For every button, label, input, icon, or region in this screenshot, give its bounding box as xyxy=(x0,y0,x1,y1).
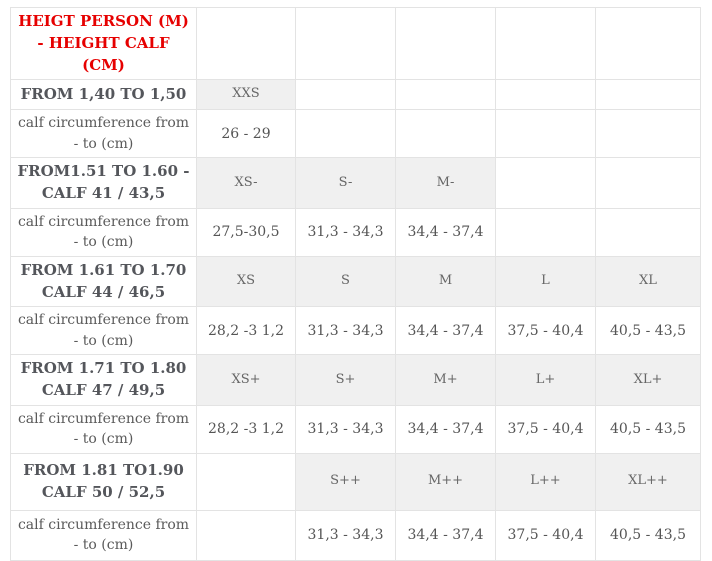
section-size-row: FROM1.51 TO 1.60 - CALF 41 / 43,5 XS- S-… xyxy=(10,157,701,209)
section-size-row: FROM 1,40 TO 1,50 XXS xyxy=(10,79,701,111)
value-cell xyxy=(595,109,701,159)
size-cell: S- xyxy=(295,157,396,209)
section-size-row: FROM 1.81 TO1.90 CALF 50 / 52,5 S++ M++ … xyxy=(10,452,701,511)
size-cell: S+ xyxy=(295,354,396,406)
height-range-label: FROM 1.71 TO 1.80 CALF 47 / 49,5 xyxy=(10,354,197,406)
calf-circumference-label: calf circumference from - to (cm) xyxy=(10,109,197,159)
size-cell: XL++ xyxy=(595,452,701,511)
size-cell: M++ xyxy=(395,452,496,511)
value-cell: 37,5 - 40,4 xyxy=(495,509,596,561)
size-cell xyxy=(595,157,701,209)
value-cell: 34,4 - 37,4 xyxy=(395,306,496,356)
value-cell: 31,3 - 34,3 xyxy=(295,404,396,454)
size-cell xyxy=(196,452,296,511)
height-range-label: FROM 1,40 TO 1,50 xyxy=(10,79,197,111)
table-title: HEIGT PERSON (M) - HEIGHT CALF (CM) xyxy=(10,6,197,81)
section-size-row: FROM 1.61 TO 1.70 CALF 44 / 46,5 XS S M … xyxy=(10,255,701,308)
section-size-row: FROM 1.71 TO 1.80 CALF 47 / 49,5 XS+ S+ … xyxy=(10,354,701,406)
value-cell: 40,5 - 43,5 xyxy=(595,306,701,356)
calf-circumference-label: calf circumference from - to (cm) xyxy=(10,207,197,257)
size-cell: XL xyxy=(595,255,701,308)
empty-cell xyxy=(395,6,496,81)
size-cell: XS xyxy=(196,255,296,308)
value-cell: 34,4 - 37,4 xyxy=(395,509,496,561)
section-calf-row: calf circumference from - to (cm) 26 - 2… xyxy=(10,109,701,159)
size-cell: XS+ xyxy=(196,354,296,406)
value-cell: 28,2 -3 1,2 xyxy=(196,306,296,356)
header-row: HEIGT PERSON (M) - HEIGHT CALF (CM) xyxy=(10,6,701,81)
value-cell: 40,5 - 43,5 xyxy=(595,509,701,561)
empty-cell xyxy=(196,6,296,81)
value-cell xyxy=(595,207,701,257)
value-cell: 26 - 29 xyxy=(196,109,296,159)
value-cell: 37,5 - 40,4 xyxy=(495,306,596,356)
value-cell: 40,5 - 43,5 xyxy=(595,404,701,454)
value-cell: 31,3 - 34,3 xyxy=(295,207,396,257)
size-cell: XL+ xyxy=(595,354,701,406)
size-cell xyxy=(495,157,596,209)
value-cell: 27,5-30,5 xyxy=(196,207,296,257)
value-cell: 28,2 -3 1,2 xyxy=(196,404,296,454)
empty-cell xyxy=(495,6,596,81)
height-range-label: FROM 1.81 TO1.90 CALF 50 / 52,5 xyxy=(10,452,197,511)
empty-cell xyxy=(595,6,701,81)
size-cell xyxy=(395,79,496,111)
size-cell: XS- xyxy=(196,157,296,209)
size-cell xyxy=(595,79,701,111)
size-cell: L++ xyxy=(495,452,596,511)
size-cell: S xyxy=(295,255,396,308)
calf-circumference-label: calf circumference from - to (cm) xyxy=(10,509,197,561)
size-cell: L+ xyxy=(495,354,596,406)
value-cell: 37,5 - 40,4 xyxy=(495,404,596,454)
value-cell xyxy=(495,207,596,257)
section-calf-row: calf circumference from - to (cm) 27,5-3… xyxy=(10,207,701,257)
size-cell xyxy=(295,79,396,111)
size-cell: S++ xyxy=(295,452,396,511)
value-cell xyxy=(495,109,596,159)
value-cell xyxy=(395,109,496,159)
section-calf-row: calf circumference from - to (cm) 31,3 -… xyxy=(10,509,701,561)
size-cell: L xyxy=(495,255,596,308)
value-cell: 34,4 - 37,4 xyxy=(395,404,496,454)
calf-circumference-label: calf circumference from - to (cm) xyxy=(10,306,197,356)
value-cell xyxy=(196,509,296,561)
section-calf-row: calf circumference from - to (cm) 28,2 -… xyxy=(10,306,701,356)
value-cell xyxy=(295,109,396,159)
size-cell: M+ xyxy=(395,354,496,406)
value-cell: 31,3 - 34,3 xyxy=(295,306,396,356)
calf-circumference-label: calf circumference from - to (cm) xyxy=(10,404,197,454)
size-cell xyxy=(495,79,596,111)
value-cell: 31,3 - 34,3 xyxy=(295,509,396,561)
size-cell: M- xyxy=(395,157,496,209)
size-chart-table: HEIGT PERSON (M) - HEIGHT CALF (CM) FROM… xyxy=(10,6,701,561)
empty-cell xyxy=(295,6,396,81)
size-cell: M xyxy=(395,255,496,308)
height-range-label: FROM 1.61 TO 1.70 CALF 44 / 46,5 xyxy=(10,255,197,308)
size-cell: XXS xyxy=(196,79,296,111)
section-calf-row: calf circumference from - to (cm) 28,2 -… xyxy=(10,404,701,454)
height-range-label: FROM1.51 TO 1.60 - CALF 41 / 43,5 xyxy=(10,157,197,209)
value-cell: 34,4 - 37,4 xyxy=(395,207,496,257)
